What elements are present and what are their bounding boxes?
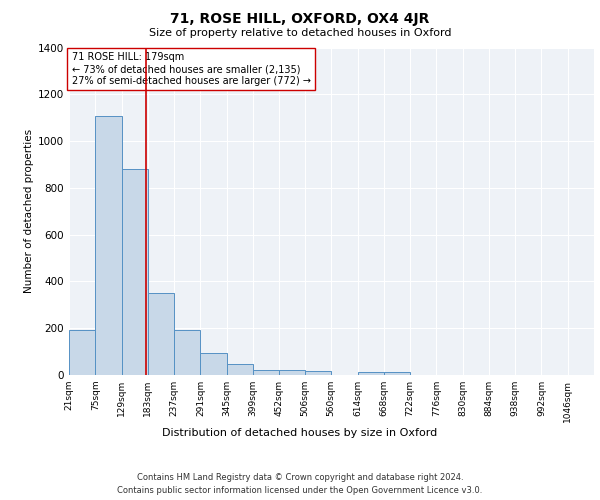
- Bar: [174, 330, 200, 375]
- Text: Size of property relative to detached houses in Oxford: Size of property relative to detached ho…: [149, 28, 451, 38]
- Bar: [95, 116, 122, 375]
- Bar: [200, 352, 227, 375]
- Bar: [384, 372, 410, 375]
- Y-axis label: Number of detached properties: Number of detached properties: [24, 129, 34, 294]
- Bar: [253, 370, 279, 375]
- Bar: [69, 330, 95, 375]
- Bar: [227, 364, 253, 375]
- Bar: [148, 292, 174, 375]
- Text: 71, ROSE HILL, OXFORD, OX4 4JR: 71, ROSE HILL, OXFORD, OX4 4JR: [170, 12, 430, 26]
- Bar: [358, 372, 384, 375]
- Bar: [279, 370, 305, 375]
- Text: Contains public sector information licensed under the Open Government Licence v3: Contains public sector information licen…: [118, 486, 482, 495]
- Bar: [122, 169, 148, 375]
- Text: Distribution of detached houses by size in Oxford: Distribution of detached houses by size …: [163, 428, 437, 438]
- Bar: [305, 372, 331, 375]
- Text: 71 ROSE HILL: 179sqm
← 73% of detached houses are smaller (2,135)
27% of semi-de: 71 ROSE HILL: 179sqm ← 73% of detached h…: [71, 52, 311, 86]
- Text: Contains HM Land Registry data © Crown copyright and database right 2024.: Contains HM Land Registry data © Crown c…: [137, 472, 463, 482]
